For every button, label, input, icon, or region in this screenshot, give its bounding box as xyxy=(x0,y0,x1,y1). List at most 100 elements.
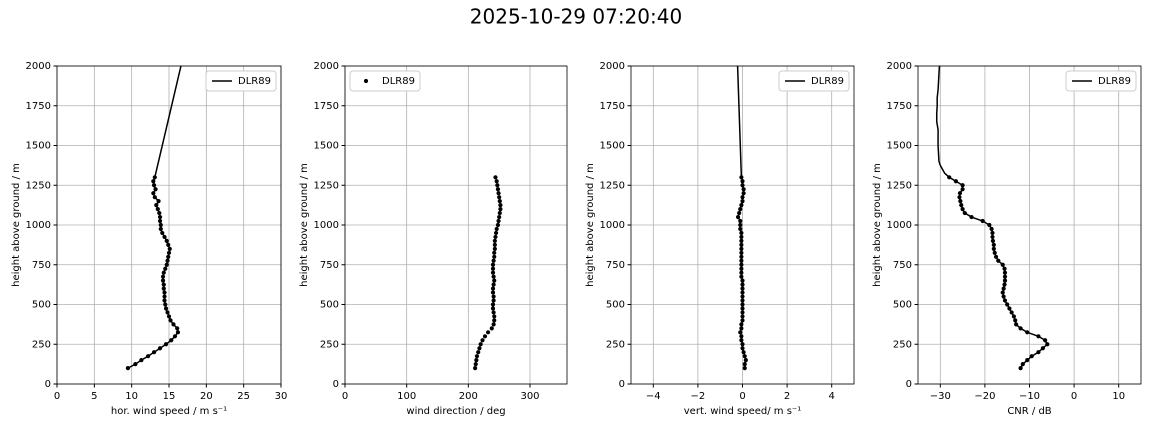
y-tick-label: 250 xyxy=(320,339,339,350)
data-point xyxy=(953,179,959,184)
data-point xyxy=(158,222,163,228)
data-point xyxy=(169,338,174,343)
data-point xyxy=(740,346,745,351)
data-point xyxy=(735,214,741,220)
y-tick-label: 1500 xyxy=(26,141,51,152)
data-point xyxy=(739,274,744,279)
data-point xyxy=(145,354,151,359)
data-point xyxy=(494,226,499,232)
data-point xyxy=(739,270,744,275)
figure-title: 2025-10-29 07:20:40 xyxy=(470,5,682,29)
data-point xyxy=(1001,286,1006,291)
profile-line xyxy=(154,66,182,178)
data-point xyxy=(739,246,744,251)
y-axis-label: height above ground / m xyxy=(299,163,310,287)
data-point xyxy=(1002,266,1007,271)
x-axis-label: hor. wind speed / m s⁻¹ xyxy=(111,406,227,417)
data-point xyxy=(153,187,158,192)
y-tick-label: 0 xyxy=(333,379,339,390)
data-point xyxy=(160,274,166,279)
legend-label: DLR89 xyxy=(811,76,844,87)
data-point xyxy=(739,203,744,208)
data-point xyxy=(165,310,170,315)
legend-swatch xyxy=(363,78,369,84)
data-point xyxy=(1011,314,1016,319)
data-point xyxy=(739,338,744,343)
data-point xyxy=(987,222,992,228)
data-point xyxy=(166,254,171,259)
x-tick-label: 15 xyxy=(163,391,176,402)
legend-box xyxy=(349,70,421,92)
data-point xyxy=(1018,366,1023,371)
data-point xyxy=(172,334,178,339)
data-point xyxy=(740,298,745,303)
data-point xyxy=(739,258,744,263)
data-point xyxy=(1002,298,1008,303)
data-point xyxy=(739,262,744,267)
data-point xyxy=(739,175,744,180)
y-tick-label: 750 xyxy=(606,260,625,271)
x-tick-label: 25 xyxy=(237,391,250,402)
data-point xyxy=(740,318,745,323)
plot-frame xyxy=(917,65,1142,385)
x-axis-label: wind direction / deg xyxy=(406,406,505,417)
data-point xyxy=(740,306,745,311)
profile-line xyxy=(935,66,950,178)
legend-label: DLR89 xyxy=(238,76,271,87)
plot-data xyxy=(935,66,1050,371)
legend-box xyxy=(778,70,850,92)
data-point xyxy=(497,214,502,220)
data-point xyxy=(1001,294,1006,299)
x-tick-label: 100 xyxy=(397,391,416,402)
data-point xyxy=(1025,358,1030,363)
data-point xyxy=(139,358,144,363)
data-point xyxy=(490,290,496,295)
y-tick-label: 1500 xyxy=(887,141,912,152)
y-tick-label: 2000 xyxy=(314,61,339,72)
data-point xyxy=(958,199,963,204)
profile-line xyxy=(948,176,1049,369)
data-point xyxy=(1002,274,1008,279)
data-point xyxy=(740,278,745,283)
subplot: 0 100 200 300 0 250 500 750 1000 1250 1500 1750 2000… xyxy=(299,61,568,417)
data-point xyxy=(1036,350,1041,355)
data-point xyxy=(166,314,172,319)
y-tick-label: 2000 xyxy=(600,61,625,72)
data-point xyxy=(739,326,744,331)
plot-frame xyxy=(344,65,568,385)
x-tick-label: 5 xyxy=(91,391,97,402)
x-tick-label: 10 xyxy=(1112,391,1125,402)
x-tick-label: 200 xyxy=(459,391,478,402)
data-point xyxy=(1020,362,1025,367)
x-tick-label: 2 xyxy=(784,391,790,402)
legend-box xyxy=(205,70,277,92)
data-point xyxy=(1040,346,1045,351)
data-point xyxy=(151,191,156,196)
y-tick-label: 1250 xyxy=(26,180,51,191)
y-tick-label: 500 xyxy=(893,300,912,311)
data-point xyxy=(740,195,745,200)
y-tick-label: 1000 xyxy=(314,220,339,231)
data-point xyxy=(739,238,744,243)
data-point xyxy=(492,238,497,243)
x-tick-label: 0 xyxy=(739,391,745,402)
data-point xyxy=(960,183,965,188)
data-point xyxy=(490,302,496,307)
data-point xyxy=(491,274,496,279)
x-tick-label: −2 xyxy=(691,391,706,402)
data-point xyxy=(498,203,503,208)
data-point xyxy=(741,187,746,192)
data-point xyxy=(480,338,485,343)
data-point xyxy=(740,179,745,184)
plot-frame xyxy=(630,65,855,385)
data-point xyxy=(740,310,745,315)
data-point xyxy=(492,314,497,319)
data-point xyxy=(497,195,502,200)
data-point xyxy=(989,226,994,232)
data-point xyxy=(166,242,171,247)
y-axis-label: height above ground / m xyxy=(872,163,883,287)
data-point xyxy=(740,290,745,295)
y-tick-label: 0 xyxy=(45,379,51,390)
subplot: −30 −20 −10 0 10 0 250 500 750 1000 1250 1500 1750 20… xyxy=(872,61,1142,417)
